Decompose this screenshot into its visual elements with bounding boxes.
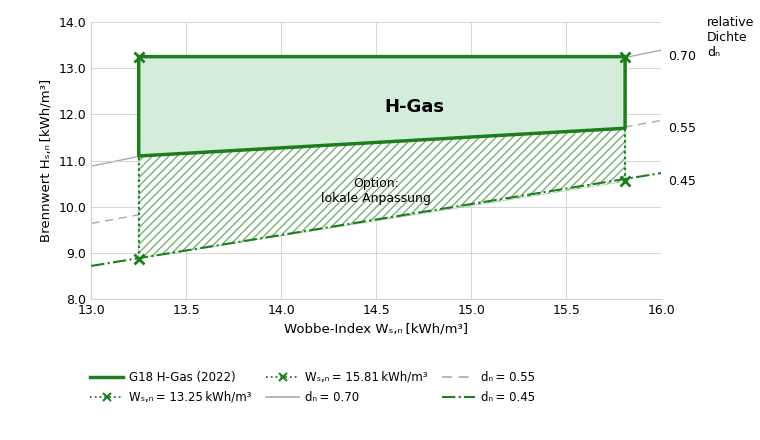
Text: Option:
lokale Anpassung: Option: lokale Anpassung	[321, 176, 431, 205]
Text: 0.45: 0.45	[668, 175, 696, 188]
Text: H-Gas: H-Gas	[385, 99, 444, 117]
X-axis label: Wobbe-Index Wₛ,ₙ [kWh/m³]: Wobbe-Index Wₛ,ₙ [kWh/m³]	[284, 323, 468, 336]
Legend: G18 H-Gas (2022), Wₛ,ₙ = 13.25 kWh/m³, Wₛ,ₙ = 15.81 kWh/m³, dₙ = 0.70, dₙ = 0.55: G18 H-Gas (2022), Wₛ,ₙ = 13.25 kWh/m³, W…	[86, 366, 540, 409]
Text: relative
Dichte
dₙ: relative Dichte dₙ	[707, 16, 754, 59]
Text: 0.70: 0.70	[668, 50, 696, 63]
Y-axis label: Brennwert Hₛ,ₙ [kWh/m³]: Brennwert Hₛ,ₙ [kWh/m³]	[40, 79, 53, 242]
Text: 0.55: 0.55	[668, 122, 696, 135]
